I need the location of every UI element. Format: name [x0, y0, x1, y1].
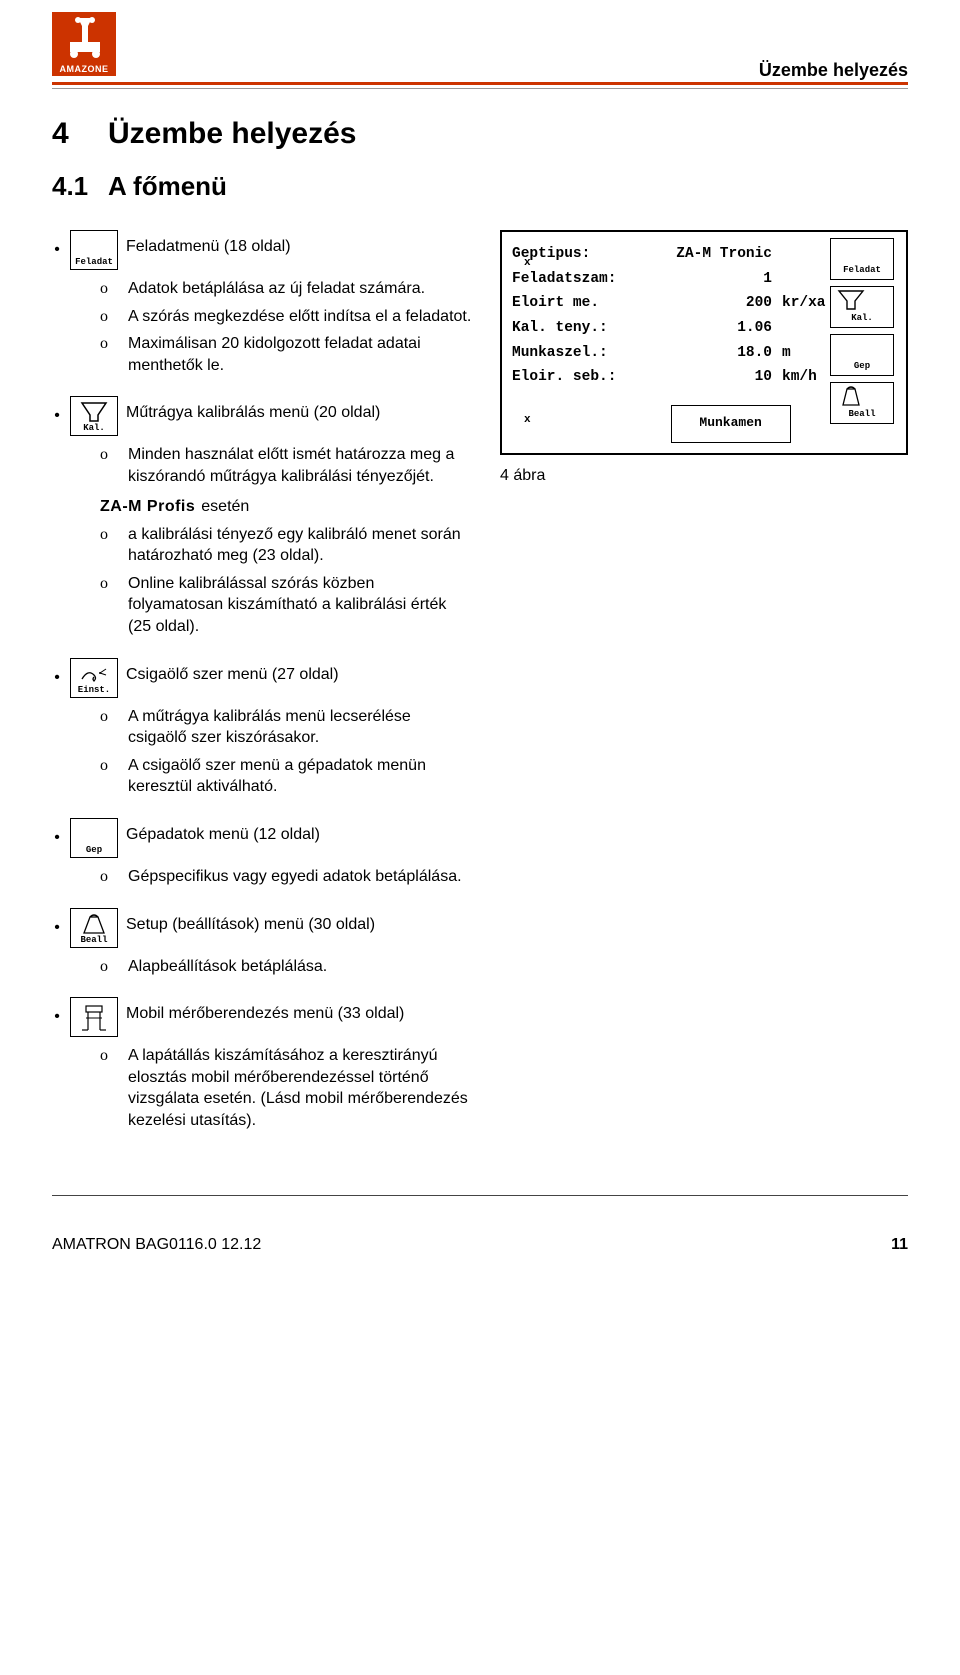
setup-heading: Setup (beállítások) menü (30 oldal)	[126, 908, 375, 934]
bullet-icon: •	[52, 908, 62, 936]
screen-side-caption: Beall	[831, 407, 893, 422]
brand-name: AMAZONE	[52, 64, 116, 74]
screen-side-icon: Gep	[830, 334, 894, 376]
list-item-text: Minden használat előtt ismét határozza m…	[128, 444, 472, 487]
screen-side-icon: Kal.	[830, 286, 894, 328]
kalibralas-heading: Műtrágya kalibrálás menü (20 oldal)	[126, 396, 380, 422]
screen-row-label: Eloir. seb.:	[512, 365, 672, 390]
list-item: ο A műtrágya kalibrálás menü lecserélése …	[100, 706, 472, 749]
bullet-icon: •	[52, 230, 62, 258]
mobil-heading: Mobil mérőberendezés menü (33 oldal)	[126, 997, 404, 1023]
subsection-title: A főmenü	[108, 171, 227, 201]
section-heading: 4Üzembe helyezés	[52, 117, 908, 151]
list-item-text: a kalibrálási tényező egy kalibráló mene…	[128, 524, 472, 567]
subsection-heading: 4.1A főmenü	[52, 171, 908, 202]
screen-row-value: 1	[672, 267, 772, 292]
list-item-text: Gépspecifikus vagy egyedi adatok betáplá…	[128, 866, 472, 888]
figure-caption: 4 ábra	[500, 467, 908, 485]
bullet-icon: •	[52, 818, 62, 846]
list-marker-icon: ο	[100, 573, 114, 638]
subsection-number: 4.1	[52, 171, 108, 202]
gepadatok-heading: Gépadatok menü (12 oldal)	[126, 818, 320, 844]
header-rule-thin	[52, 88, 908, 89]
profis-label: ZA-M Profis esetén	[100, 498, 472, 516]
list-item: ο Maximálisan 20 kidolgozott feladat adat…	[100, 333, 472, 376]
section-number: 4	[52, 117, 108, 151]
screen-row-value: 200	[672, 291, 772, 316]
screen-row-value: ZA-M Tronic	[672, 242, 772, 267]
list-marker-icon: ο	[100, 755, 114, 798]
bullet-icon: •	[52, 658, 62, 686]
gepadatok-icon-caption: Gep	[71, 845, 117, 855]
list-marker-icon: ο	[100, 278, 114, 300]
screen-x-mark-2: x	[524, 411, 531, 430]
gepadatok-icon: Gep	[70, 818, 118, 858]
screen-side-icon: Beall	[830, 382, 894, 424]
footer-doc-id: AMATRON BAG0116.0 12.12	[52, 1236, 261, 1254]
footer-page-number: 11	[891, 1236, 908, 1254]
feladat-icon-caption: Feladat	[71, 257, 117, 267]
list-marker-icon: ο	[100, 306, 114, 328]
list-item: ο Gépspecifikus vagy egyedi adatok betápl…	[100, 866, 472, 888]
screen-side-caption: Gep	[831, 359, 893, 374]
list-marker-icon: ο	[100, 333, 114, 376]
list-marker-icon: ο	[100, 444, 114, 487]
screen-row-value: 10	[672, 365, 772, 390]
feladat-heading: Feladatmenü (18 oldal)	[126, 230, 291, 256]
csigaolo-heading: Csigaölő szer menü (27 oldal)	[126, 658, 339, 684]
screen-row-value: 18.0	[672, 341, 772, 366]
device-screen: Geptipus:ZA-M TronicFeladatszam:1Eloirt …	[500, 230, 908, 455]
page-header-title: Üzembe helyezés	[759, 60, 908, 81]
list-item: ο Minden használat előtt ismét határozza …	[100, 444, 472, 487]
kalibralas-icon: Kal.	[70, 396, 118, 436]
list-item-text: Maximálisan 20 kidolgozott feladat adata…	[128, 333, 472, 376]
screen-row-label: Kal. teny.:	[512, 316, 672, 341]
munkamen-box: Munkamen	[671, 405, 791, 443]
screen-side-caption: Kal.	[831, 311, 893, 326]
screen-row-label: Geptipus:	[512, 242, 672, 267]
list-item-text: A műtrágya kalibrálás menü lecserélése c…	[128, 706, 472, 749]
setup-icon: Beall	[70, 908, 118, 948]
list-item: ο a kalibrálási tényező egy kalibráló men…	[100, 524, 472, 567]
setup-icon-caption: Beall	[71, 935, 117, 945]
footer-rule	[52, 1195, 908, 1196]
list-marker-icon: ο	[100, 866, 114, 888]
bullet-icon: •	[52, 997, 62, 1025]
screen-row-label: Feladatszam:	[512, 267, 672, 292]
brand-logo: AMAZONE	[52, 12, 116, 76]
list-item-text: Online kalibrálással szórás közben folya…	[128, 573, 472, 638]
screen-row-label: Eloirt me.	[512, 291, 672, 316]
csigaolo-icon: Einst.	[70, 658, 118, 698]
list-item: ο A csigaölő szer menü a gépadatok menün …	[100, 755, 472, 798]
list-item: ο Alapbeállítások betáplálása.	[100, 956, 472, 978]
list-marker-icon: ο	[100, 524, 114, 567]
list-item: οOnline kalibrálással szórás közben foly…	[100, 573, 472, 638]
list-item-text: A csigaölő szer menü a gépadatok menün k…	[128, 755, 472, 798]
header-rule	[52, 82, 908, 85]
list-item-text: A szórás megkezdése előtt indítsa el a f…	[128, 306, 472, 328]
list-item-text: Alapbeállítások betáplálása.	[128, 956, 472, 978]
list-marker-icon: ο	[100, 1045, 114, 1131]
list-item: ο Adatok betáplálása az új feladat számár…	[100, 278, 472, 300]
kalibralas-icon-caption: Kal.	[71, 423, 117, 433]
screen-side-caption: Feladat	[831, 263, 893, 278]
bullet-icon: •	[52, 396, 62, 424]
screen-row-label: Munkaszel.:	[512, 341, 672, 366]
mobil-icon	[70, 997, 118, 1037]
screen-side-icon: Feladat	[830, 238, 894, 280]
list-marker-icon: ο	[100, 706, 114, 749]
list-item: ο A szórás megkezdése előtt indítsa el a …	[100, 306, 472, 328]
list-item-text: A lapátállás kiszámításához a keresztirá…	[128, 1045, 472, 1131]
csigaolo-icon-caption: Einst.	[71, 685, 117, 695]
list-item-text: Adatok betáplálása az új feladat számára…	[128, 278, 472, 300]
screen-row-value: 1.06	[672, 316, 772, 341]
section-title: Üzembe helyezés	[108, 117, 356, 150]
feladat-icon: Feladat	[70, 230, 118, 270]
list-marker-icon: ο	[100, 956, 114, 978]
list-item: οA lapátállás kiszámításához a keresztir…	[100, 1045, 472, 1131]
